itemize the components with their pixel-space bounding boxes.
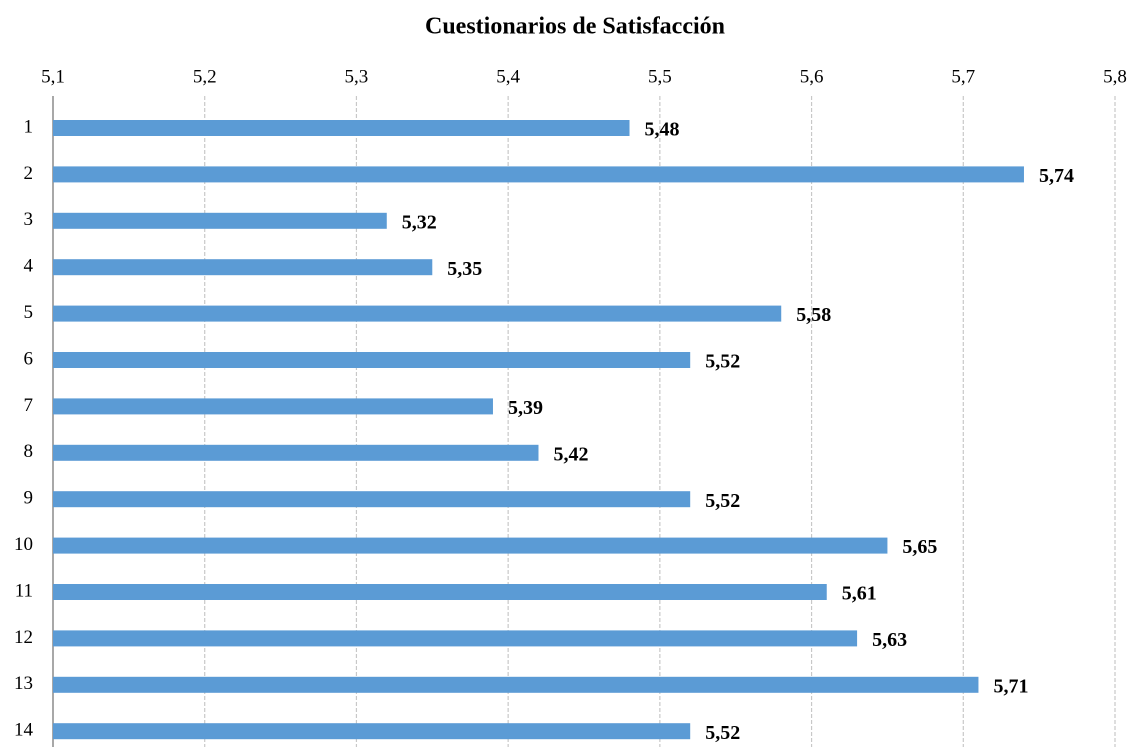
value-label: 5,35 xyxy=(447,258,482,280)
x-tick-label: 5,3 xyxy=(345,66,369,87)
bar xyxy=(53,537,888,554)
value-label: 5,52 xyxy=(705,351,740,373)
bar xyxy=(53,584,827,600)
value-label: 5,71 xyxy=(993,675,1028,697)
y-tick-label: 4 xyxy=(24,256,34,277)
bar xyxy=(53,166,1024,183)
y-tick-label: 13 xyxy=(14,673,33,694)
bar xyxy=(53,352,691,368)
y-tick-label: 11 xyxy=(15,580,33,601)
y-tick-label: 10 xyxy=(14,534,33,555)
value-label: 5,52 xyxy=(705,490,740,512)
value-label: 5,61 xyxy=(842,583,877,605)
x-tick-label: 5,4 xyxy=(496,66,520,87)
y-tick-label: 5 xyxy=(24,302,34,323)
value-label: 5,74 xyxy=(1039,165,1074,187)
value-label: 5,63 xyxy=(872,629,907,651)
value-label: 5,32 xyxy=(402,211,437,233)
value-label: 5,39 xyxy=(508,397,543,419)
value-label: 5,58 xyxy=(796,304,831,326)
bar xyxy=(53,259,433,276)
y-tick-label: 1 xyxy=(24,116,34,137)
bar xyxy=(53,630,858,647)
x-tick-label: 5,5 xyxy=(648,66,672,87)
x-tick-label: 5,7 xyxy=(951,66,975,87)
x-tick-label: 5,6 xyxy=(800,66,824,87)
value-label: 5,48 xyxy=(645,119,680,141)
bar xyxy=(53,444,539,461)
bar xyxy=(53,212,387,229)
bar xyxy=(53,398,493,415)
y-tick-label: 3 xyxy=(24,209,34,230)
x-tick-label: 5,8 xyxy=(1103,66,1127,87)
value-label: 5,42 xyxy=(553,443,588,465)
y-tick-label: 9 xyxy=(24,488,34,509)
x-tick-label: 5,1 xyxy=(41,66,65,87)
y-tick-label: 14 xyxy=(14,720,34,741)
bar xyxy=(53,305,782,322)
y-tick-label: 12 xyxy=(14,627,33,648)
bar xyxy=(53,491,691,508)
value-label: 5,65 xyxy=(902,536,937,558)
y-tick-label: 8 xyxy=(24,441,34,462)
y-tick-label: 2 xyxy=(24,163,34,184)
value-label: 5,52 xyxy=(705,722,740,744)
y-tick-label: 6 xyxy=(24,348,34,369)
x-tick-label: 5,2 xyxy=(193,66,217,87)
bar xyxy=(53,120,630,136)
chart-title: Cuestionarios de Satisfacción xyxy=(425,14,725,40)
y-tick-label: 7 xyxy=(24,395,34,416)
bar xyxy=(53,676,979,693)
bar xyxy=(53,723,691,740)
